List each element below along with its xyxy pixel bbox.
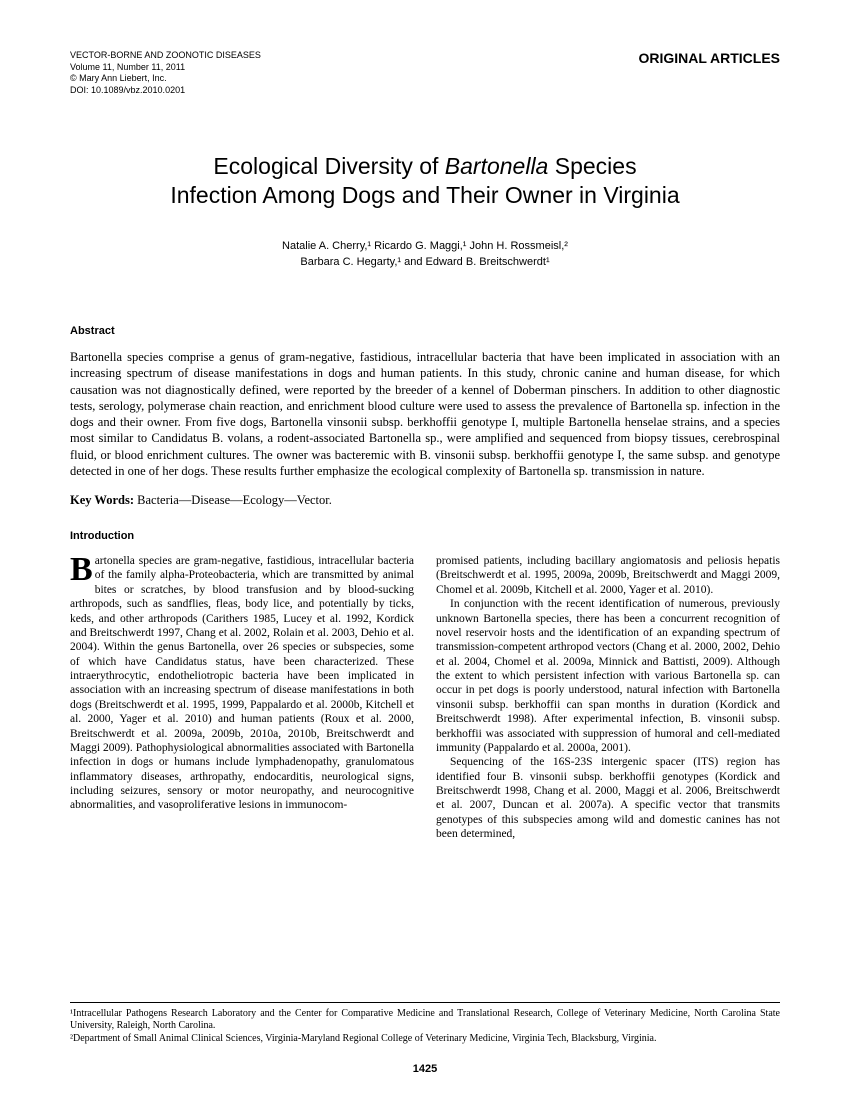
journal-name: VECTOR-BORNE AND ZOONOTIC DISEASES <box>70 50 261 62</box>
footnote-2: ²Department of Small Animal Clinical Sci… <box>70 1033 780 1046</box>
abstract-heading: Abstract <box>70 325 780 337</box>
footnote-1: ¹Intracellular Pathogens Research Labora… <box>70 1008 780 1033</box>
page: VECTOR-BORNE AND ZOONOTIC DISEASES Volum… <box>0 0 850 1100</box>
authors: Natalie A. Cherry,¹ Ricardo G. Maggi,¹ J… <box>70 239 780 270</box>
header-row: VECTOR-BORNE AND ZOONOTIC DISEASES Volum… <box>70 50 780 97</box>
column-left: Bartonella species are gram-negative, fa… <box>70 554 414 842</box>
col2-p3: Sequencing of the 16S-23S intergenic spa… <box>436 755 780 841</box>
journal-doi: DOI: 10.1089/vbz.2010.0201 <box>70 85 261 97</box>
keywords-label: Key Words: <box>70 493 134 507</box>
abstract-text: Bartonella species comprise a genus of g… <box>70 349 780 479</box>
footnotes: ¹Intracellular Pathogens Research Labora… <box>70 1002 780 1046</box>
intro-run-in: artonella species are gram-negative, fas… <box>70 555 414 811</box>
body-columns: Bartonella species are gram-negative, fa… <box>70 554 780 842</box>
journal-info: VECTOR-BORNE AND ZOONOTIC DISEASES Volum… <box>70 50 261 97</box>
journal-issue: Volume 11, Number 11, 2011 <box>70 62 261 74</box>
authors-line2: Barbara C. Hegarty,¹ and Edward B. Breit… <box>70 255 780 270</box>
keywords-text: Bacteria—Disease—Ecology—Vector. <box>134 493 332 507</box>
col2-p1: promised patients, including bacillary a… <box>436 554 780 597</box>
title-italic: Bartonella <box>445 153 549 179</box>
intro-heading: Introduction <box>70 530 780 542</box>
page-number: 1425 <box>0 1063 850 1075</box>
title-post: Species <box>548 153 636 179</box>
article-title: Ecological Diversity of Bartonella Speci… <box>70 152 780 210</box>
col2-p2: In conjunction with the recent identific… <box>436 597 780 755</box>
keywords: Key Words: Bacteria—Disease—Ecology—Vect… <box>70 493 780 508</box>
dropcap: B <box>70 554 95 585</box>
authors-line1: Natalie A. Cherry,¹ Ricardo G. Maggi,¹ J… <box>70 239 780 254</box>
title-pre: Ecological Diversity of <box>213 153 444 179</box>
section-label: ORIGINAL ARTICLES <box>638 50 780 66</box>
title-line2: Infection Among Dogs and Their Owner in … <box>170 182 679 208</box>
column-right: promised patients, including bacillary a… <box>436 554 780 842</box>
journal-copyright: © Mary Ann Liebert, Inc. <box>70 73 261 85</box>
